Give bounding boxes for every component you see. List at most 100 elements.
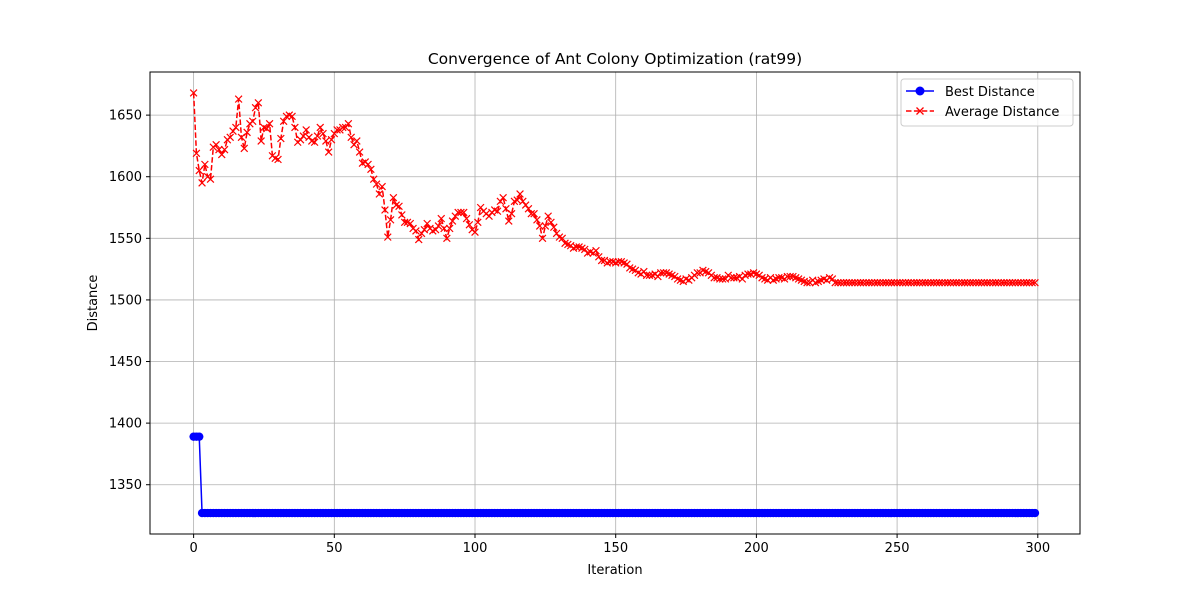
y-tick-label: 1600 bbox=[109, 170, 142, 185]
average-distance-point bbox=[369, 175, 378, 184]
average-distance-point bbox=[341, 123, 350, 132]
average-distance-point bbox=[459, 208, 468, 217]
average-distance-point bbox=[851, 278, 859, 287]
average-distance-point bbox=[465, 220, 474, 229]
average-distance-point bbox=[234, 95, 243, 103]
average-distance-point bbox=[943, 278, 952, 287]
average-distance-point bbox=[867, 278, 876, 287]
average-distance-point bbox=[865, 278, 873, 287]
average-distance-point bbox=[274, 155, 282, 164]
average-distance-point bbox=[344, 119, 353, 128]
average-distance-point bbox=[893, 278, 901, 287]
average-distance-point bbox=[938, 278, 946, 287]
average-distance-point bbox=[642, 271, 651, 280]
average-distance-point bbox=[277, 134, 285, 143]
average-distance-point bbox=[744, 270, 752, 278]
average-distance-point bbox=[974, 278, 983, 287]
average-distance-point bbox=[462, 214, 471, 223]
average-distance-point bbox=[541, 222, 550, 230]
average-distance-point bbox=[656, 268, 665, 277]
average-distance-point bbox=[887, 278, 896, 287]
average-distance-point bbox=[710, 273, 719, 282]
average-distance-point bbox=[715, 275, 724, 283]
average-distance-point bbox=[499, 193, 507, 202]
x-tick-label: 150 bbox=[603, 541, 628, 556]
average-distance-point bbox=[248, 117, 257, 126]
average-distance-point bbox=[873, 278, 882, 287]
average-distance-point bbox=[994, 278, 1003, 287]
average-distance-point bbox=[538, 234, 547, 243]
average-distance-point bbox=[890, 278, 899, 287]
average-distance-point bbox=[853, 278, 862, 287]
legend-marker-average bbox=[916, 107, 924, 115]
average-distance-point bbox=[606, 257, 614, 266]
average-distance-point bbox=[898, 278, 907, 287]
average-distance-point bbox=[1011, 278, 1020, 287]
average-distance-point bbox=[912, 278, 921, 287]
series-layer bbox=[189, 89, 1040, 518]
x-tick-label: 250 bbox=[885, 541, 910, 556]
average-distance-point bbox=[288, 112, 296, 121]
average-distance-point bbox=[983, 278, 991, 287]
axes-frame bbox=[149, 71, 1081, 535]
average-distance-point bbox=[991, 278, 1000, 287]
average-distance-point bbox=[941, 278, 949, 287]
average-distance-point bbox=[980, 278, 989, 287]
average-distance-point bbox=[862, 278, 870, 287]
average-distance-point bbox=[406, 219, 415, 228]
average-distance-point bbox=[721, 275, 730, 283]
average-distance-point bbox=[946, 278, 955, 287]
average-distance-point bbox=[457, 208, 465, 217]
average-distance-point bbox=[783, 272, 792, 281]
average-distance-point bbox=[786, 272, 794, 281]
average-distance-point bbox=[935, 278, 944, 287]
average-distance-point bbox=[572, 243, 581, 251]
average-distance-point bbox=[504, 217, 513, 225]
average-distance-point bbox=[352, 137, 361, 145]
average-distance-point bbox=[516, 190, 524, 198]
average-distance-point bbox=[879, 278, 887, 287]
average-distance-point bbox=[986, 278, 994, 287]
average-distance-point bbox=[206, 175, 215, 184]
average-distance-point bbox=[507, 209, 516, 218]
average-distance-point bbox=[423, 219, 431, 228]
average-distance-point bbox=[367, 165, 375, 174]
average-distance-point bbox=[592, 246, 600, 255]
average-distance-point bbox=[313, 132, 322, 140]
average-distance-point bbox=[414, 235, 423, 244]
y-tick-label: 1400 bbox=[109, 417, 142, 432]
average-distance-point bbox=[232, 123, 240, 132]
average-distance-point bbox=[1000, 278, 1008, 287]
average-distance-point bbox=[350, 140, 358, 149]
average-distance-point bbox=[558, 234, 567, 243]
average-distance-point bbox=[400, 218, 409, 227]
average-distance-point bbox=[240, 144, 249, 153]
average-distance-point bbox=[803, 278, 811, 287]
average-distance-point bbox=[319, 129, 327, 138]
average-distance-point bbox=[960, 278, 969, 287]
y-tick-label: 1650 bbox=[109, 109, 142, 124]
y-tick-label: 1500 bbox=[109, 293, 142, 308]
average-distance-point bbox=[299, 132, 308, 140]
average-distance-point bbox=[727, 273, 735, 282]
average-distance-point bbox=[476, 203, 485, 212]
legend-marker-best bbox=[915, 86, 925, 96]
average-distance-point bbox=[882, 278, 890, 287]
chart-title: Convergence of Ant Colony Optimization (… bbox=[428, 50, 802, 68]
average-distance-point bbox=[493, 207, 502, 216]
average-distance-point bbox=[215, 145, 223, 154]
average-distance-point bbox=[1025, 278, 1034, 287]
average-distance-point bbox=[997, 278, 1006, 287]
average-distance-point bbox=[364, 160, 372, 169]
average-distance-point bbox=[513, 196, 522, 204]
x-tick-label: 100 bbox=[463, 541, 488, 556]
average-distance-point bbox=[831, 278, 840, 287]
average-distance-point bbox=[580, 245, 589, 254]
series-best-distance bbox=[189, 432, 1040, 518]
average-distance-point bbox=[322, 137, 330, 145]
average-distance-point bbox=[420, 225, 429, 234]
x-tick-label: 50 bbox=[326, 541, 343, 556]
average-distance-point bbox=[856, 278, 865, 287]
y-tick-label: 1550 bbox=[109, 232, 142, 247]
